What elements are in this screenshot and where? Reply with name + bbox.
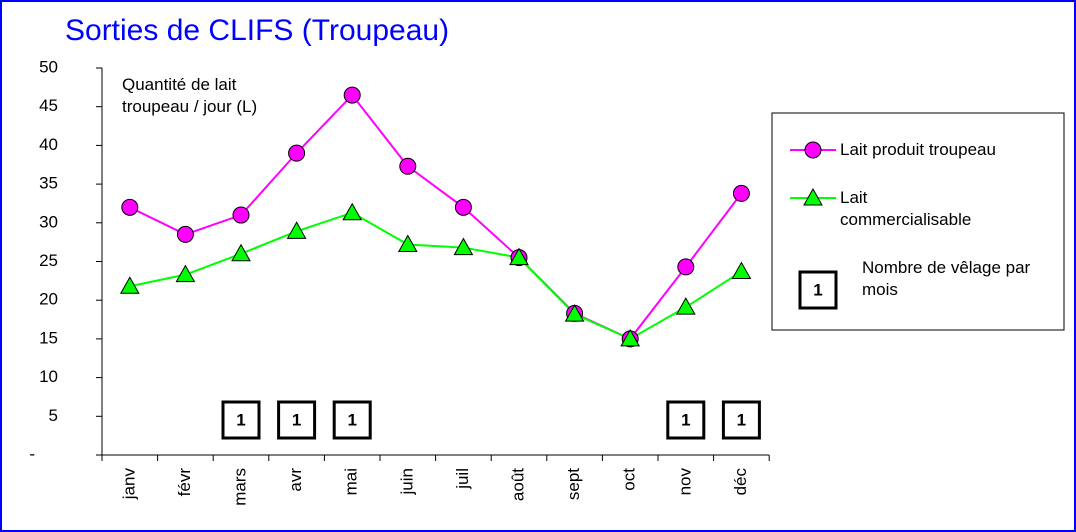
series-line [129,211,742,341]
calving-box [798,270,838,310]
point [731,261,752,280]
point [232,206,250,224]
legend-label: Lait produit troupeau [840,140,996,159]
point [175,264,196,283]
calving-box [277,400,317,440]
y-tick-label: 25 [39,251,58,270]
point [675,297,696,315]
y-tick-label: 45 [39,96,58,115]
y-tick-label: 15 [39,328,58,347]
y-axis-label: Quantité de lait troupeau / jour (L) [122,75,258,116]
legend-label-text: Lait commercialisable [840,188,972,229]
legend-label: Lait commercialisable [840,188,972,229]
calving-box [721,400,761,440]
calving-box [221,400,261,440]
y-axis-label-text: Quantité de lait troupeau / jour (L) [122,75,258,116]
x-tick-label: nov [675,468,694,496]
point [454,198,472,216]
x-tick-label: sept [564,468,583,500]
point [176,225,194,243]
calving-label: 1 [737,410,746,429]
point [803,187,823,206]
x-tick-label: oct [620,468,639,491]
y-tick-label: 5 [49,406,58,425]
x-tick-label: août [508,468,527,501]
chart-title: Sorties de CLIFS (Troupeau) [65,14,449,47]
legend-label: Nombre de vêlage par mois [862,258,1031,299]
calving-label: 1 [681,410,690,429]
point [342,202,363,221]
point [453,237,474,256]
point [397,234,418,252]
x-tick-label: juil [453,468,472,490]
point [343,86,361,104]
point [509,247,529,266]
x-tick-label: déc [731,468,750,496]
legend-label-text: Nombre de vêlage par mois [862,258,1031,299]
x-tick-label: févr [175,468,194,497]
x-tick-label: avr [286,468,305,492]
x-tick-label: janv [119,468,138,501]
point [286,221,307,239]
calving-label: 1 [813,280,822,299]
calving-label: 1 [347,410,356,429]
x-tick-label: mai [342,468,361,495]
calving-box [332,400,372,440]
point [677,258,695,276]
legend-label-text: Lait produit troupeau [840,140,996,159]
calving-box [666,400,706,440]
point [732,184,750,202]
point [620,328,641,347]
y-tick-label: - [29,444,35,463]
point [564,304,585,322]
x-tick-label: mars [230,468,249,506]
point [121,198,139,216]
y-tick-label: 50 [39,57,58,76]
y-tick-label: 20 [39,290,58,309]
calving-label: 1 [292,410,301,429]
y-tick-label: 35 [39,174,58,193]
y-tick-label: 40 [39,135,58,154]
point [288,144,306,162]
y-tick-label: 10 [39,367,58,386]
series-line [129,93,743,341]
point [399,157,417,175]
y-tick-label: 30 [39,212,58,231]
x-tick-label: juin [397,468,416,495]
calving-label: 1 [236,410,245,429]
point [119,276,140,294]
point [231,243,251,262]
point [804,141,822,159]
